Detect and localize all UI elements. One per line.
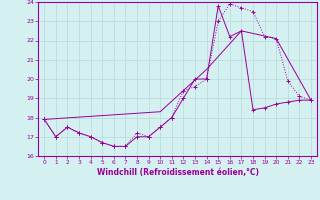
X-axis label: Windchill (Refroidissement éolien,°C): Windchill (Refroidissement éolien,°C) — [97, 168, 259, 177]
